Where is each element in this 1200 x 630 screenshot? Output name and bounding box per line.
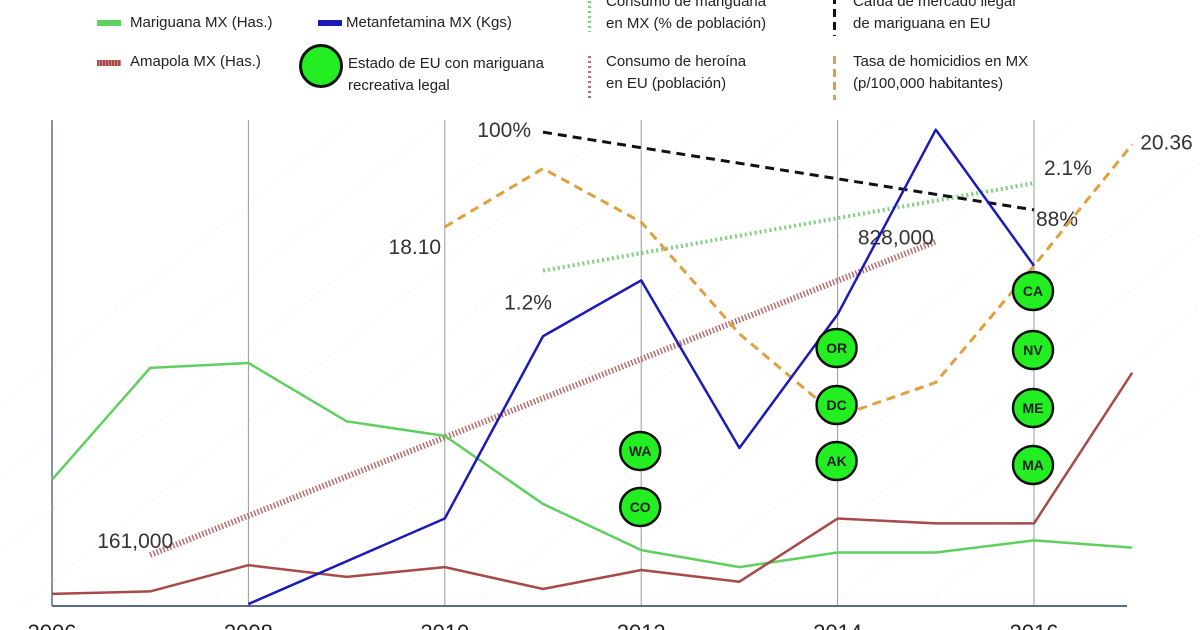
state-label: DC (826, 397, 846, 413)
legend-swatch-heroina (588, 56, 591, 98)
legend-label-heroina: Consumo de heroína en EU (población) (606, 51, 746, 95)
background-texture-line (921, 380, 1200, 607)
x-tick-label: 2006 (28, 620, 77, 630)
data-label-caida: 100% (477, 119, 531, 142)
data-label-homicidios: 20.36 (1140, 131, 1193, 154)
legend-homicidios-line1: Tasa de homicidios en MX (853, 53, 1029, 70)
legend-swatch-mariguana (97, 20, 121, 26)
state-label: NV (1023, 342, 1043, 358)
background-texture-line (831, 307, 1200, 607)
state-marker-ma (1011, 444, 1055, 486)
legend-swatch-consumo-mx (588, 0, 591, 32)
legend-state-circle-icon (299, 44, 343, 88)
state-label: WA (629, 443, 652, 459)
series-line-caida (542, 130, 1035, 212)
state-label: OR (826, 340, 847, 356)
legend-swatch-metanfetamina (318, 20, 342, 26)
legend-heroina-line2: en EU (población) (606, 75, 727, 92)
background-texture-line (0, 119, 353, 406)
state-marker-me (1011, 387, 1055, 429)
data-label-consumo_mx: 2.1% (1044, 157, 1092, 180)
state-label: AK (826, 453, 846, 469)
x-tick-label: 2008 (224, 620, 273, 630)
legend-label-estado: Estado de EU con mariguana recreativa le… (348, 53, 544, 97)
legend-consumo-mx-line2: en MX (% de población) (606, 15, 767, 32)
legend-heroina-line1: Consumo de heroína (606, 53, 747, 70)
legend-caida-line2: de mariguana en EU (853, 15, 991, 32)
x-tick-label: 2016 (1010, 620, 1059, 630)
legend-estado-line1: Estado de EU con mariguana (348, 55, 544, 72)
state-marker-or (815, 327, 858, 369)
state-label: ME (1023, 400, 1044, 416)
background-texture-line (381, 119, 983, 607)
x-tick-label: 2012 (617, 620, 666, 630)
series-line-metanfetamina (247, 128, 1036, 606)
legend-label-metanfetamina: Metanfetamina MX (Kgs) (346, 14, 512, 31)
legend-swatch-caida (833, 0, 836, 36)
state-marker-dc (815, 384, 858, 426)
state-marker-ak (815, 440, 858, 482)
legend-consumo-mx-line1: Consumo de mariguana (606, 0, 767, 10)
series-line-amapola (51, 372, 1134, 596)
legend-caida-line1: Caída de mercado ilegal (853, 0, 1016, 10)
legend-homicidios-line2: (p/100,000 habitantes) (853, 75, 1004, 92)
state-label: MA (1022, 457, 1044, 473)
x-tick-label: 2010 (420, 620, 469, 630)
data-label-heroina: 828,000 (858, 227, 934, 250)
background-texture-line (0, 119, 533, 552)
data-label-homicidios: 18.10 (389, 236, 442, 259)
legend-label-consumo-mx: Consumo de mariguana en MX (% de poblaci… (606, 0, 766, 35)
data-label-consumo_mx: 1.2% (504, 292, 552, 315)
state-label: CA (1023, 283, 1043, 299)
background-texture-line (651, 161, 1200, 607)
background-texture-line (0, 119, 443, 479)
state-marker-nv (1011, 329, 1055, 371)
state-label: CO (630, 499, 651, 515)
data-label-heroina: 161,000 (97, 530, 173, 553)
legend-swatch-homicidios (833, 56, 836, 100)
state-marker-wa (618, 430, 662, 472)
legend-estado-line2: recreativa legal (348, 77, 450, 94)
legend-label-homicidios: Tasa de homicidios en MX (p/100,000 habi… (853, 51, 1028, 95)
series-line-consumo_mx (542, 181, 1035, 273)
series-line-mariguana (51, 361, 1133, 569)
legend-label-amapola: Amapola MX (Has.) (130, 53, 261, 70)
background-texture-line (561, 119, 1163, 607)
series-line-homicidios (444, 143, 1134, 418)
legend-label-caida: Caída de mercado ilegal de mariguana en … (853, 0, 1016, 35)
state-marker-ca (1011, 270, 1055, 312)
series-line-heroina (149, 238, 937, 558)
legend-label-mariguana: Mariguana MX (Has.) (130, 14, 273, 31)
x-tick-label: 2014 (813, 620, 862, 630)
legend-swatch-amapola (97, 60, 121, 66)
state-marker-co (618, 486, 662, 528)
data-label-caida: 88% (1036, 208, 1078, 231)
